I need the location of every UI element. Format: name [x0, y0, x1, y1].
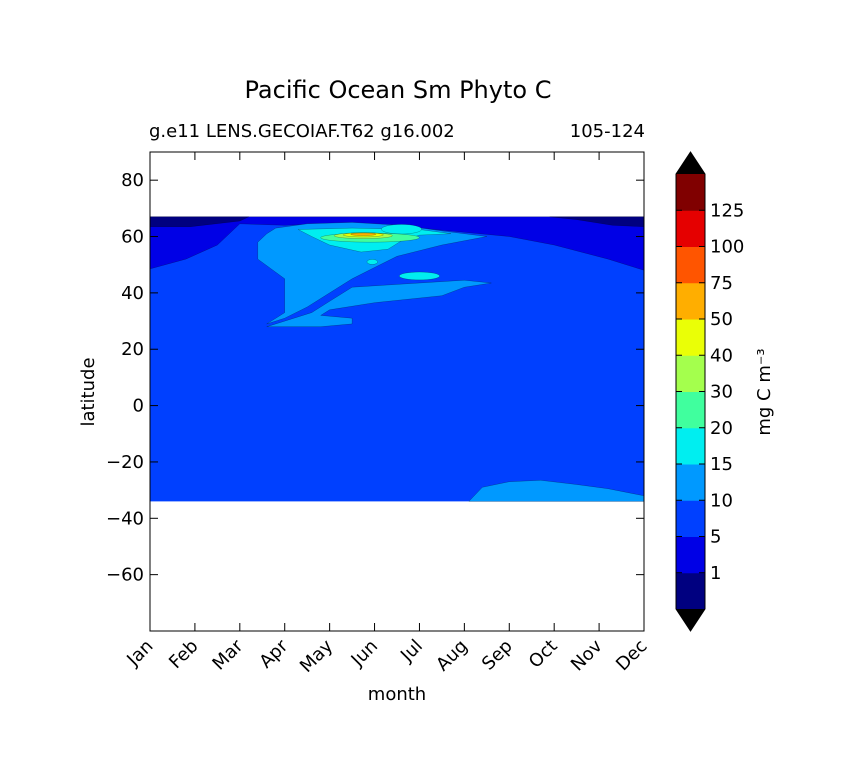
colorbar-label: mg C m⁻³ [754, 348, 775, 435]
x-axis-label: month [368, 684, 426, 705]
colorbar-swatch [676, 319, 705, 356]
y-tick-label: 60 [121, 227, 144, 248]
x-tick-label: Apr [255, 635, 292, 672]
contour-50-75 [350, 232, 377, 236]
colorbar-extend-min [676, 609, 705, 631]
contour-lt1-east [549, 216, 644, 227]
colorbar-tick-label: 50 [710, 309, 733, 330]
colorbar-tick-label: 5 [710, 527, 721, 548]
colorbar-swatch [676, 464, 705, 501]
colorbar-tick-label: 40 [710, 345, 733, 366]
colorbar-swatch [676, 572, 705, 610]
x-tick-label: Jun [347, 636, 382, 671]
contour-5-10 [150, 216, 644, 502]
y-tick-label: 20 [121, 339, 144, 360]
colorbar-swatch [676, 210, 705, 247]
colorbar-tick-label: 10 [710, 490, 733, 511]
y-tick-label: −60 [106, 565, 144, 586]
plot-frame [149, 151, 645, 632]
contour-10-15-tongue [266, 280, 492, 327]
colorbar-tick-label: 1 [710, 563, 721, 584]
contour-field [150, 216, 644, 502]
colorbar-tick-label: 100 [710, 237, 744, 258]
y-tick-label: −40 [106, 508, 144, 529]
contour-10-15-north [257, 222, 487, 325]
y-tick-label: 40 [121, 283, 144, 304]
chart-subtitle-years: 105-124 [569, 121, 645, 142]
colorbar-tick-label: 75 [710, 273, 733, 294]
y-axis-label: latitude [78, 357, 99, 426]
x-tick-label: Aug [432, 636, 472, 676]
x-tick-label: Sep [478, 636, 517, 675]
contour-lt1-west [150, 216, 249, 227]
colorbar-swatch [676, 500, 705, 537]
colorbar-swatch [676, 536, 705, 574]
x-tick-label: Nov [567, 635, 607, 675]
colorbar-swatch [676, 427, 705, 465]
y-tick-label: 0 [133, 396, 144, 417]
colorbar-swatch [676, 174, 705, 211]
colorbar-tick-label: 30 [710, 382, 733, 403]
contour-15-20-blob [399, 271, 440, 281]
y-axis: 80 60 40 20 0 −20 −40 −60 [106, 170, 644, 586]
colorbar-swatch [676, 391, 705, 429]
contour-15-20-top [381, 224, 422, 235]
x-tick-label: Feb [165, 636, 202, 673]
colorbar-swatch [676, 355, 705, 392]
colorbar-tick-label: 20 [710, 418, 733, 439]
contour-15-20-dot [366, 259, 378, 265]
colorbar-tick-label: 15 [710, 454, 733, 475]
chart-subtitle-case: g.e11 LENS.GECOIAF.T62 g16.002 [149, 121, 455, 142]
x-tick-label: Mar [208, 635, 247, 674]
y-tick-label: −20 [106, 452, 144, 473]
colorbar-outline [675, 151, 706, 632]
plot-area [150, 152, 644, 631]
x-tick-label: Jan [122, 636, 157, 671]
x-tick-label: Oct [525, 636, 562, 673]
colorbar-swatch [676, 282, 705, 320]
chart-title: Pacific Ocean Sm Phyto C [244, 76, 552, 104]
x-tick-label: Dec [612, 636, 651, 675]
colorbar-swatch [676, 246, 705, 284]
colorbar-tick-label: 125 [710, 200, 744, 221]
x-tick-label: Jul [396, 636, 427, 667]
contour-10-15-south [468, 480, 644, 502]
x-tick-label: May [296, 635, 337, 676]
colorbar-extend-max [676, 152, 705, 174]
y-tick-label: 80 [121, 170, 144, 191]
